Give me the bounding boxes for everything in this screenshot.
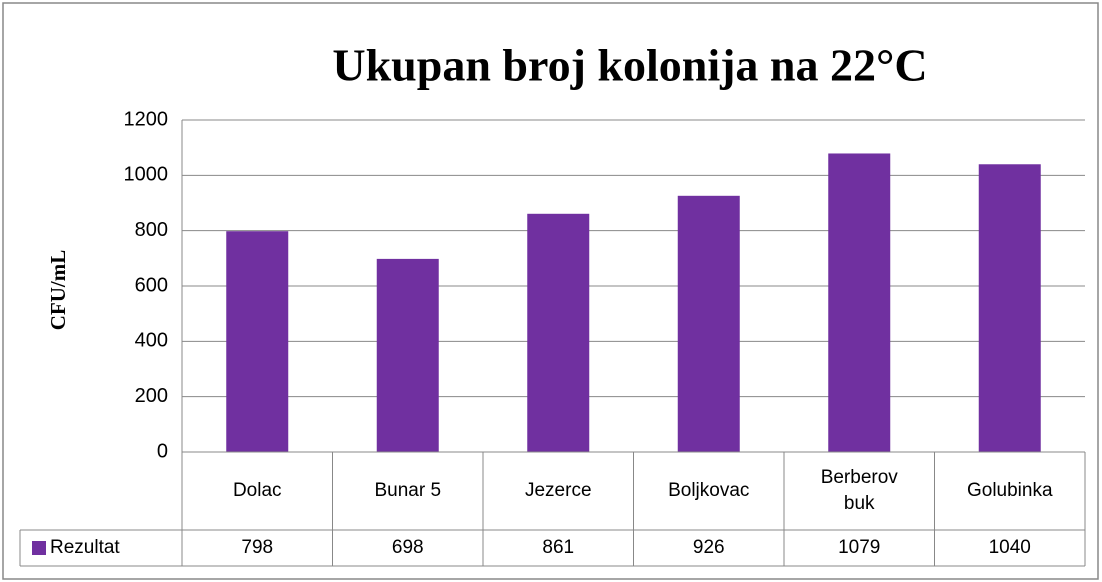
data-table-value: 1079 [784,530,935,566]
x-tick-label-text: Jezerce [524,480,592,501]
x-tick-label: Jezerce [483,452,634,530]
y-tick-label: 1000 [124,164,169,186]
x-tick-label-text: Berberov buk [820,467,898,514]
x-tick-label: Golubinka [935,452,1086,530]
y-tick-label: 0 [157,440,168,462]
data-table-value: 798 [182,530,333,566]
y-tick-label: 1200 [124,108,169,130]
data-table-value: 861 [483,530,634,566]
y-tick-label: 400 [135,330,168,352]
data-table-value-text: 798 [241,537,274,558]
x-tick-label-text: Golubinka [966,480,1053,501]
x-tick-label-text: Bunar 5 [374,480,442,501]
y-axis-label: CFU/mL [46,250,70,331]
data-table-value-text: 698 [391,537,424,558]
bar [226,231,289,452]
x-tick-label: Bunar 5 [333,452,484,530]
bar [376,258,439,452]
x-tick-label: Boljkovac [634,452,785,530]
y-tick-label: 800 [135,219,168,241]
x-tick-label-text: Dolac [232,480,282,501]
x-tick-label: Dolac [182,452,333,530]
legend-swatch [32,541,46,555]
data-table-value: 1040 [935,530,1086,566]
data-table-value: 698 [333,530,484,566]
data-table-value-text: 926 [692,537,725,558]
data-table-value: 926 [634,530,785,566]
data-table-value-text: 861 [542,537,575,558]
chart-title: Ukupan broj kolonija na 22°C [332,40,927,91]
x-tick-label: Berberov buk [784,452,935,530]
y-tick-label: 600 [135,274,168,296]
bar [828,153,891,452]
bar [978,164,1041,452]
bar [677,195,740,452]
data-table-value-text: 1040 [988,537,1031,558]
legend-label: Rezultat [50,537,120,558]
y-tick-label: 200 [135,385,168,407]
data-table-value-text: 1079 [838,537,881,558]
bar [527,213,590,452]
x-tick-label-text: Boljkovac [668,480,750,501]
